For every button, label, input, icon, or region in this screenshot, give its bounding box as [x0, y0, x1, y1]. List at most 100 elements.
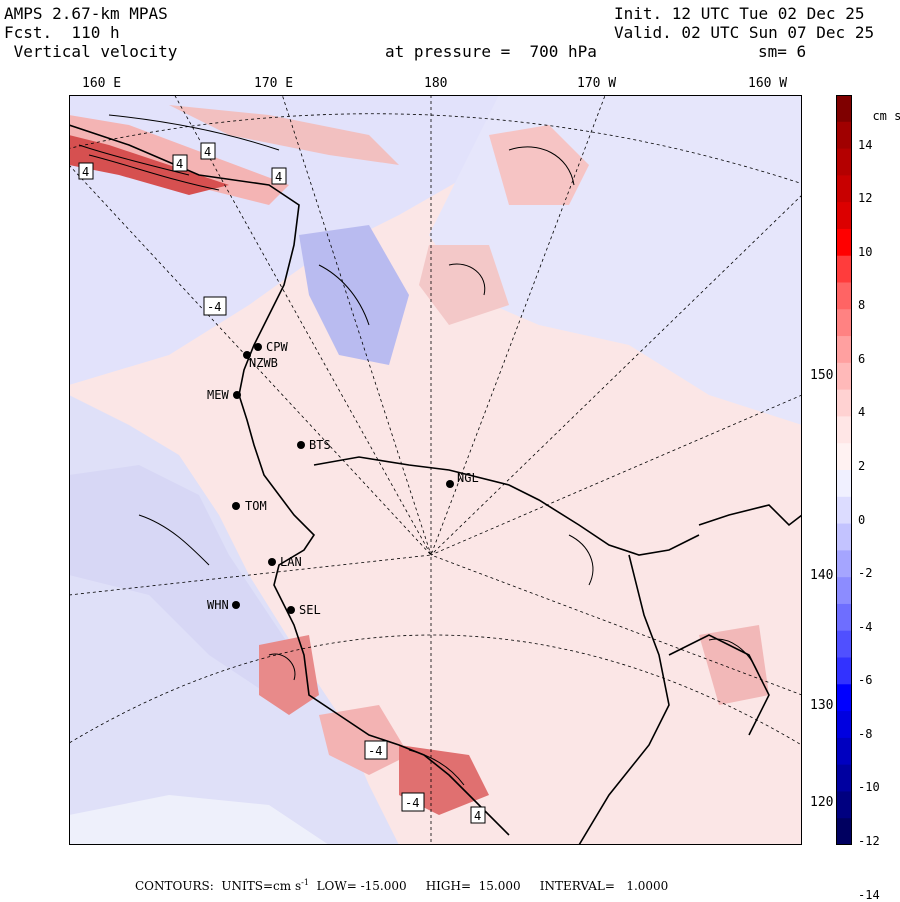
- station-mew: MEW: [207, 388, 241, 402]
- colorbar-tick: -14: [858, 887, 880, 902]
- colorbar-bin: [836, 764, 852, 792]
- contour-labels: 4 4 4 4 -4 -4: [78, 142, 486, 824]
- colorbar-tick: -10: [858, 780, 880, 795]
- station-bts: BTS: [297, 438, 331, 452]
- map-frame: [69, 95, 802, 845]
- colorbar-bin: [836, 309, 852, 337]
- colorbar-bin: [836, 657, 852, 685]
- contour-line: [568, 534, 594, 586]
- meridian-150w: [430, 394, 802, 556]
- colorbar-bin: [836, 711, 852, 739]
- svg-text:CPW: CPW: [266, 340, 288, 354]
- colorbar-bin: [836, 550, 852, 578]
- colorbar-tick: 4: [858, 405, 866, 420]
- svg-text:MEW: MEW: [207, 388, 229, 402]
- colorbar-bin: [836, 255, 852, 283]
- contour-label: 4: [78, 162, 94, 180]
- colorbar-bin: [836, 175, 852, 203]
- contour-line: [508, 146, 575, 186]
- graticule: [69, 95, 802, 845]
- contour-lines: [78, 114, 760, 786]
- colorbar-bin: [836, 737, 852, 766]
- lon-label-180: 180: [424, 76, 448, 91]
- colorbar-bin: [836, 496, 852, 525]
- contour-line: [708, 638, 760, 676]
- colorbar-bin: [836, 791, 852, 819]
- colorbar-tick: 12: [858, 191, 873, 206]
- lon-label-170e: 170 E: [254, 76, 294, 91]
- contour-label: 4: [172, 154, 188, 172]
- colorbar-bin: [836, 443, 852, 471]
- valid-time: Valid. 02 UTC Sun 07 Dec 25: [614, 23, 875, 42]
- contour-line: [78, 144, 190, 176]
- svg-text:4: 4: [82, 165, 89, 179]
- stations: CPW NZWB MEW BTS NGL TOM: [207, 340, 479, 617]
- colorbar-bin: [836, 630, 852, 658]
- colorbar-tick: -6: [858, 673, 873, 688]
- svg-text:NZWB: NZWB: [249, 356, 278, 370]
- meridian-175e: [281, 95, 432, 556]
- colorbar-bin: [836, 336, 852, 364]
- lon-label-170w: 170 W: [577, 76, 617, 91]
- colorbar-tick: -4: [858, 619, 873, 634]
- vertical-velocity-map: 4 4 4 4 -4 -4: [69, 95, 802, 845]
- forecast-hour: Fcst. 110 h: [4, 23, 120, 42]
- svg-text:-4: -4: [368, 744, 382, 758]
- contour-line: [318, 264, 370, 326]
- svg-text:BTS: BTS: [309, 438, 331, 452]
- colorbar-units: cm s-1: [872, 109, 900, 123]
- lon-label-160w: 160 W: [748, 76, 788, 91]
- meridian-170e-west: [69, 164, 432, 556]
- pressure-level: at pressure = 700 hPa: [385, 42, 597, 61]
- meridian-140w: [430, 554, 802, 696]
- colorbar-bin: [836, 121, 852, 150]
- colorbar-tick: 0: [858, 512, 866, 527]
- contour-info: CONTOURS: UNITS=cm s-1 LOW= -15.000 HIGH…: [135, 878, 669, 893]
- contour-line: [88, 154, 220, 191]
- meridian-east-west: [69, 554, 432, 596]
- colorbar-tick: 8: [858, 298, 866, 313]
- contour-line: [408, 749, 465, 786]
- colorbar-bin: [836, 603, 852, 632]
- contour-label: 4: [200, 142, 216, 160]
- svg-text:-4: -4: [207, 300, 221, 314]
- colorbar-tick: -8: [858, 726, 873, 741]
- station-nzwb: NZWB: [243, 351, 278, 370]
- smoothing: sm= 6: [758, 42, 807, 61]
- model-title: AMPS 2.67-km MPAS: [4, 4, 168, 23]
- contour-line: [448, 263, 486, 296]
- colorbar-bin: [836, 202, 852, 230]
- svg-text:TOM: TOM: [245, 499, 267, 513]
- colorbar-bin: [836, 362, 852, 391]
- colorbar-tick: 14: [858, 137, 873, 152]
- contour-line: [108, 114, 280, 151]
- contour-label: -4: [401, 792, 425, 812]
- station-sel: SEL: [287, 603, 321, 617]
- colorbar-tick: -2: [858, 566, 873, 581]
- station-tom: TOM: [232, 499, 267, 513]
- station-lan: LAN: [268, 555, 302, 569]
- contour-label: 4: [271, 167, 287, 185]
- colorbar-tick: 6: [858, 351, 866, 366]
- ice-shelf-edge: [313, 456, 700, 556]
- station-cpw: CPW: [254, 340, 288, 354]
- colorbar-bin: [836, 684, 852, 712]
- svg-text:NGL: NGL: [457, 471, 479, 485]
- coastline-east: [698, 504, 802, 527]
- coastline-marie-byrd: [578, 554, 670, 845]
- colorbar-bin: [836, 148, 852, 176]
- colorbar-tick: 10: [858, 244, 873, 259]
- contour-line: [268, 653, 296, 681]
- lon-label-160e: 160 E: [82, 76, 122, 91]
- coastline-tam: [69, 124, 510, 836]
- parallel-2: [69, 113, 802, 185]
- colorbar-bin: [836, 389, 852, 417]
- contour-line: [138, 514, 210, 566]
- negative-region-southwest: [69, 795, 329, 845]
- svg-text:4: 4: [176, 157, 183, 171]
- colorbar-bin: [836, 577, 852, 605]
- contour-label: -4: [364, 740, 388, 760]
- colorbar-bin: [836, 95, 852, 123]
- svg-text:-4: -4: [405, 796, 419, 810]
- svg-text:4: 4: [474, 809, 481, 823]
